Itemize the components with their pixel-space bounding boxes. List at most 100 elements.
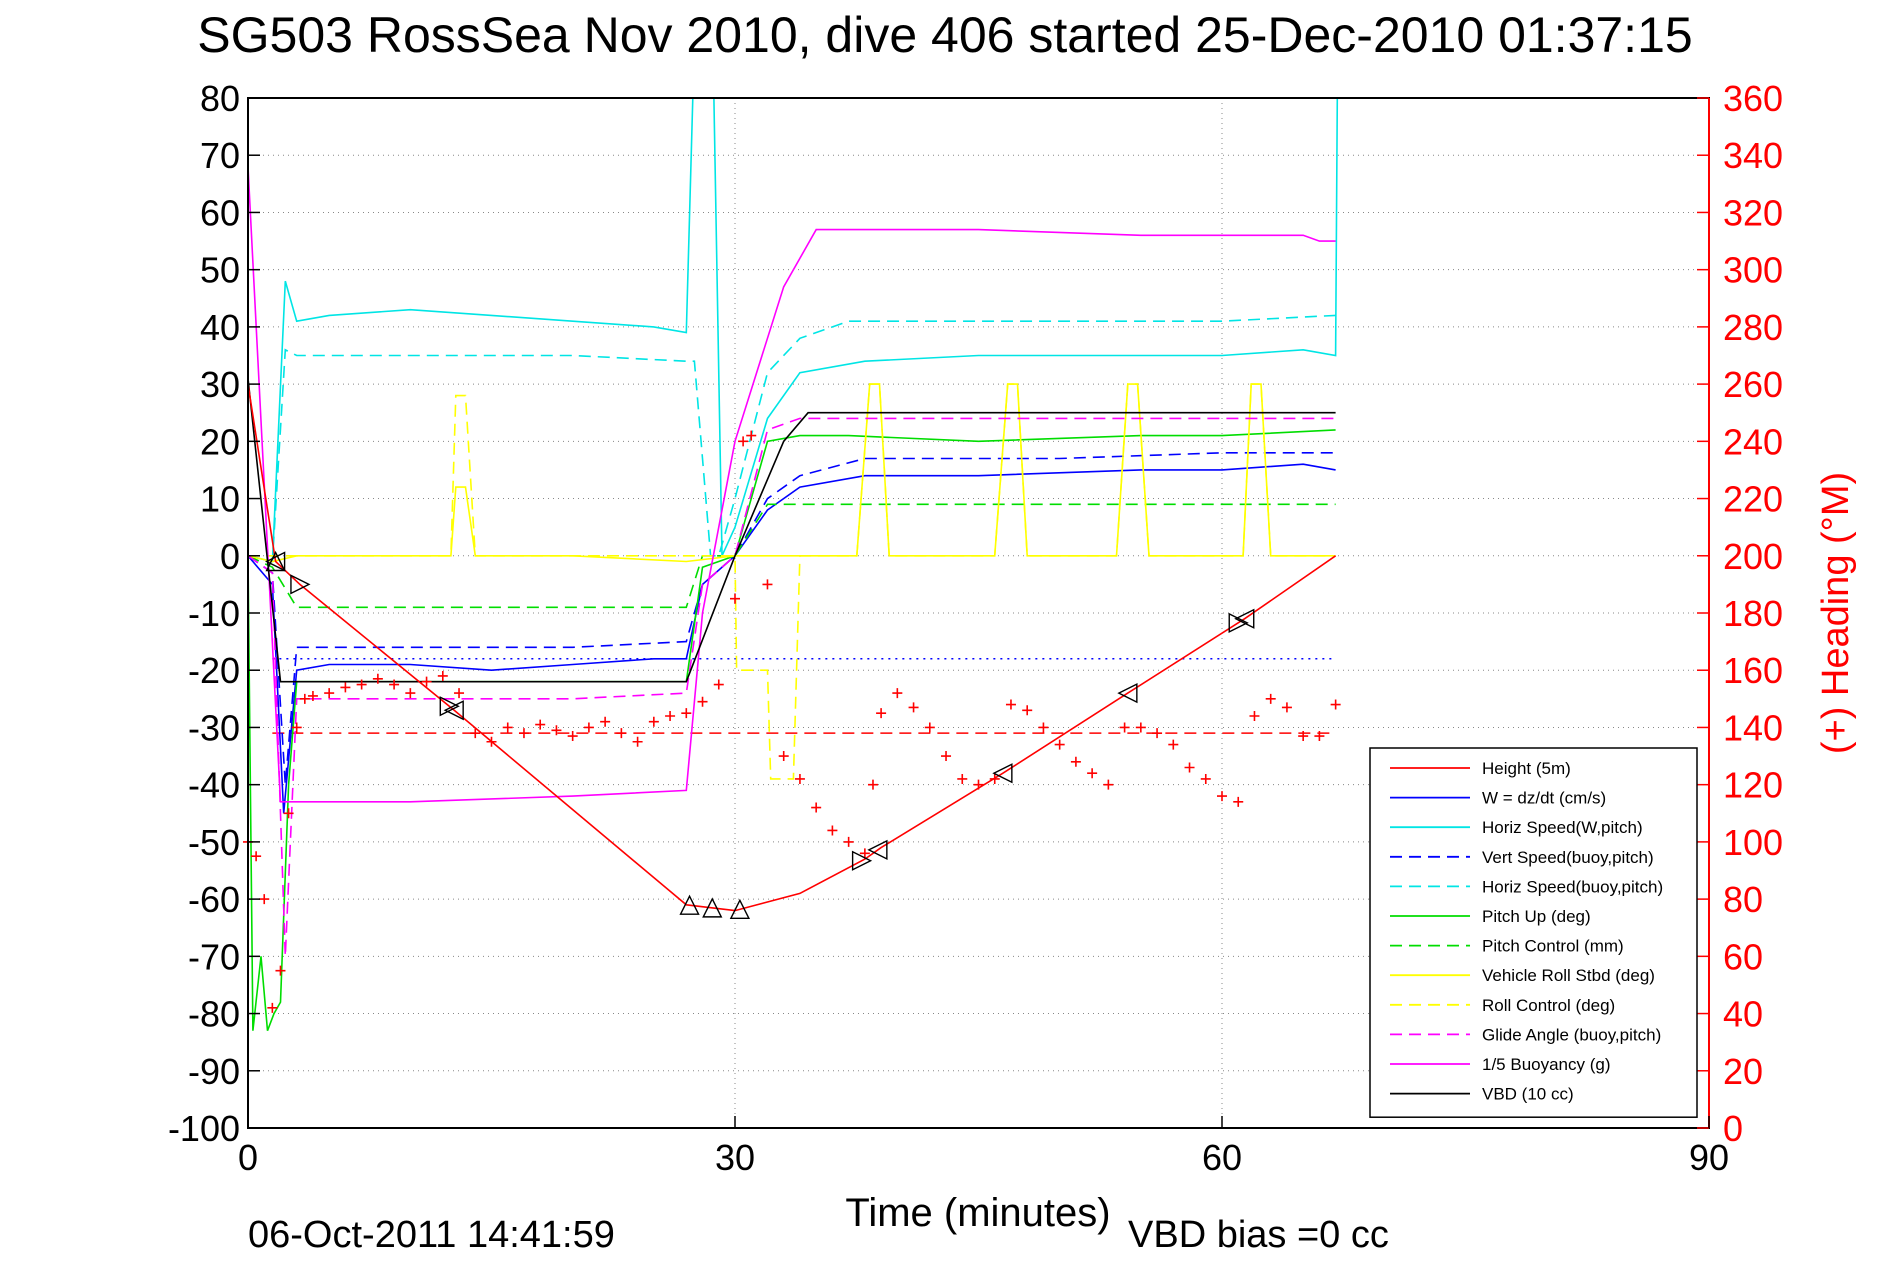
x-tick-label: 90 <box>1689 1137 1729 1178</box>
triangle-marker <box>851 850 873 871</box>
heading-point <box>738 436 749 447</box>
y2-tick-label: 300 <box>1723 250 1783 291</box>
y2-tick-label: 200 <box>1723 536 1783 577</box>
legend-label: Vert Speed(buoy,pitch) <box>1482 848 1654 867</box>
right-axis-label: (+) Heading (°M) <box>1815 472 1857 754</box>
heading-point <box>583 722 594 733</box>
heading-point <box>324 688 335 699</box>
heading-point <box>989 773 1000 784</box>
heading-point <box>1184 762 1195 773</box>
heading-point <box>1038 722 1049 733</box>
series-line <box>247 429 1336 1031</box>
series-lines <box>247 97 1339 1031</box>
y-tick-label: 0 <box>220 536 240 577</box>
x-tick-label: 0 <box>238 1137 258 1178</box>
heading-point <box>535 719 546 730</box>
heading-point <box>291 722 302 733</box>
heading-point <box>681 708 692 719</box>
y2-tick-label: 320 <box>1723 192 1783 233</box>
left-axis: 80 70 60 50 40 30 20 10 0 -10 -20 -30 -40 -50 -60 -70 -8… <box>168 78 260 1149</box>
y2-tick-label: 280 <box>1723 307 1783 348</box>
series-line <box>247 378 1336 683</box>
triangle-marker <box>1117 682 1138 704</box>
y-tick-label: 60 <box>200 192 240 233</box>
y-tick-label: -90 <box>188 1051 240 1092</box>
y2-tick-label: 0 <box>1723 1108 1743 1149</box>
y-tick-label: 40 <box>200 307 240 348</box>
heading-point <box>486 736 497 747</box>
legend-label: Horiz Speed(buoy,pitch) <box>1482 877 1663 896</box>
heading-point <box>892 688 903 699</box>
heading-point <box>746 430 757 441</box>
reference-lines <box>272 658 1336 734</box>
y-tick-label: 30 <box>200 364 240 405</box>
series-line <box>247 383 1337 912</box>
x-axis-label: Time (minutes) <box>845 1191 1110 1235</box>
heading-point <box>1200 773 1211 784</box>
heading-point <box>867 779 878 790</box>
heading-point <box>1070 756 1081 767</box>
heading-point <box>1022 705 1033 716</box>
triangle-marker <box>1234 608 1255 629</box>
heading-point <box>283 808 294 819</box>
y2-tick-label: 100 <box>1723 822 1783 863</box>
legend-label: Vehicle Roll Stbd (deg) <box>1482 966 1655 985</box>
legend-box <box>1369 747 1698 1118</box>
heading-markers <box>243 430 1341 1013</box>
triangle-marker <box>265 551 286 572</box>
heading-point <box>1135 722 1146 733</box>
y2-tick-label: 180 <box>1723 593 1783 634</box>
heading-point <box>502 722 513 733</box>
heading-point <box>275 965 286 976</box>
y-tick-label: 10 <box>200 479 240 520</box>
y2-tick-label: 60 <box>1723 936 1763 977</box>
series-line <box>247 314 1336 563</box>
y2-tick-label: 240 <box>1723 421 1783 462</box>
heading-point <box>1265 693 1276 704</box>
heading-point <box>1005 699 1016 710</box>
y2-tick-label: 360 <box>1723 78 1783 119</box>
series-line <box>247 166 1336 803</box>
heading-point <box>811 802 822 813</box>
heading-point <box>843 836 854 847</box>
heading-point <box>941 751 952 762</box>
y2-tick-label: 140 <box>1723 707 1783 748</box>
heading-point <box>1168 739 1179 750</box>
heading-point <box>551 725 562 736</box>
heading-point <box>973 779 984 790</box>
legend-label: 1/5 Buoyancy (g) <box>1482 1055 1611 1074</box>
legend-label: Horiz Speed(W,pitch) <box>1482 818 1643 837</box>
y-tick-label: -70 <box>188 936 240 977</box>
y-tick-label: 70 <box>200 135 240 176</box>
heading-point <box>421 676 432 687</box>
heading-point <box>1152 728 1163 739</box>
heading-point <box>567 731 578 742</box>
heading-point <box>665 711 676 721</box>
heading-point <box>697 696 708 707</box>
chart-title: SG503 RossSea Nov 2010, dive 406 started… <box>197 7 1692 63</box>
y-tick-label: -10 <box>188 593 240 634</box>
x-tick-label: 60 <box>1202 1137 1242 1178</box>
heading-point <box>908 702 919 713</box>
triangle-marker <box>265 550 286 572</box>
heading-point <box>389 679 400 690</box>
heading-point <box>1281 702 1292 713</box>
y2-tick-label: 220 <box>1723 479 1783 520</box>
legend-label: Pitch Control (mm) <box>1482 937 1624 956</box>
legend-label: Roll Control (deg) <box>1482 996 1615 1015</box>
heading-point <box>1298 731 1309 742</box>
legend: Height (5m) W = dz/dt (cm/s) Horiz Speed(W… <box>1369 747 1698 1118</box>
triangle-marker <box>729 898 751 919</box>
heading-point <box>518 728 529 739</box>
heading-point <box>827 825 838 836</box>
heading-point <box>267 1002 278 1013</box>
heading-point <box>957 773 968 784</box>
right-axis: 3603403203002802602402202001801601401201… <box>1697 78 1783 1149</box>
heading-point <box>1217 791 1227 802</box>
heading-point <box>778 751 789 762</box>
triangle-marker <box>443 700 464 721</box>
heading-point <box>454 688 465 699</box>
series-line <box>248 383 1336 780</box>
triangle-marker <box>290 574 311 595</box>
heading-point <box>299 693 310 704</box>
